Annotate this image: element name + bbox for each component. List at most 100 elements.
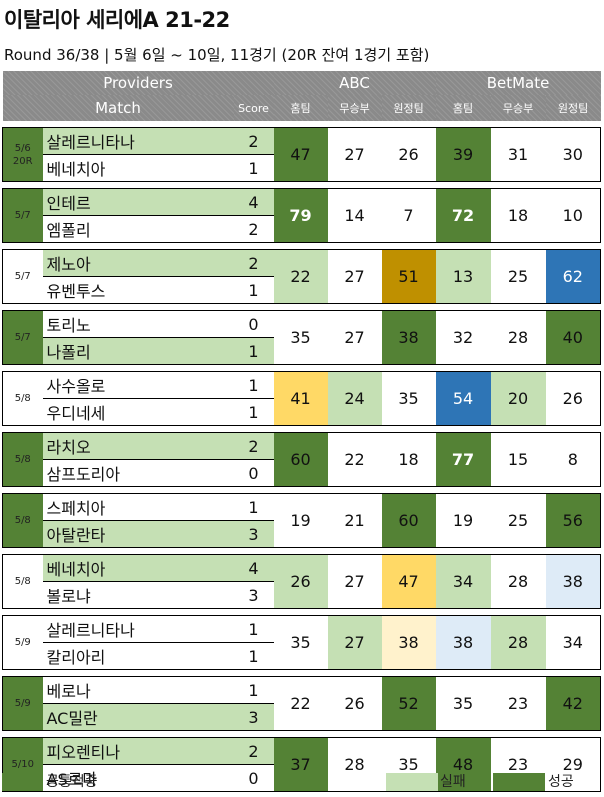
away-team: 베네치아 <box>42 154 234 182</box>
match-row: 5/6 20R 살레르니타나 2 47 27 26 39 31 30 <box>2 127 602 182</box>
abc-away-pct: 51 <box>381 249 436 304</box>
abc-away-pct: 47 <box>381 554 436 609</box>
home-score: 2 <box>233 432 274 460</box>
home-score: 0 <box>233 310 274 338</box>
betmate-home-pct: 34 <box>435 554 491 609</box>
abc-home-pct: 47 <box>273 127 328 182</box>
match-date: 5/8 <box>2 371 43 426</box>
away-team: 나폴리 <box>42 337 234 365</box>
legend-success-swatch <box>493 773 545 791</box>
away-score: 3 <box>233 703 274 731</box>
match-date-text: 5/10 <box>11 759 34 770</box>
match-header: Match <box>2 95 234 121</box>
away-score: 0 <box>233 459 274 487</box>
abc-away-pct: 26 <box>381 127 436 182</box>
abc-away-pct: 60 <box>381 493 436 548</box>
betmate-away-pct: 34 <box>545 615 602 670</box>
betmate-away-pct: 42 <box>545 676 602 731</box>
home-score: 1 <box>233 676 274 704</box>
abc-away-pct: 7 <box>381 188 436 243</box>
match-row: 5/10 피오렌티나 2 37 28 35 48 23 29 <box>2 737 602 792</box>
legend-success-label: 성공 <box>548 774 574 790</box>
abc-home-pct: 22 <box>273 676 328 731</box>
betmate-away-pct: 10 <box>545 188 602 243</box>
match-round-note: 20R <box>12 155 33 167</box>
betmate-away-pct: 30 <box>545 127 602 182</box>
home-score: 4 <box>233 188 274 216</box>
home-score: 1 <box>233 371 274 399</box>
match-row: 5/8 사수올로 1 41 24 35 54 20 26 <box>2 371 602 426</box>
home-team: 라치오 <box>42 432 234 460</box>
betmate-draw-pct: 28 <box>490 554 546 609</box>
betmate-away-pct: 40 <box>545 310 602 365</box>
away-team: 칼리아리 <box>42 642 234 670</box>
abc-draw-pct: 26 <box>327 676 382 731</box>
betmate-home-pct: 39 <box>435 127 491 182</box>
match-row-away: 볼로냐 3 <box>3 581 601 609</box>
legend-common-label: 공통적중 <box>46 774 98 790</box>
abc-draw-pct: 22 <box>327 432 382 487</box>
abc-home-header: 홈팀 <box>273 95 328 121</box>
betmate-home-pct: 54 <box>435 371 491 426</box>
home-team: 피오렌티나 <box>42 737 234 765</box>
abc-home-pct: 60 <box>273 432 328 487</box>
abc-home-pct: 79 <box>273 188 328 243</box>
abc-draw-pct: 21 <box>327 493 382 548</box>
abc-draw-pct: 27 <box>327 127 382 182</box>
match-row-away: 아탈란타 3 <box>3 520 601 548</box>
betmate-home-pct: 19 <box>435 493 491 548</box>
away-team: 삼프도리아 <box>42 459 234 487</box>
betmate-draw-header: 무승부 <box>490 95 546 121</box>
away-score: 1 <box>233 642 274 670</box>
score-header: Score <box>233 95 274 121</box>
away-team: 아탈란타 <box>42 520 234 548</box>
away-score: 2 <box>233 215 274 243</box>
away-team: 우디네세 <box>42 398 234 426</box>
match-date-text: 5/8 <box>14 393 31 404</box>
match-row: 5/8 라치오 2 60 22 18 77 15 8 <box>2 432 602 487</box>
betmate-home-pct: 48 <box>435 737 491 792</box>
abc-away-pct: 18 <box>381 432 436 487</box>
away-score: 1 <box>233 276 274 304</box>
match-row-away: 우디네세 1 <box>3 398 601 426</box>
betmate-away-pct: 38 <box>545 554 602 609</box>
match-date-text: 5/7 <box>14 210 31 221</box>
match-date-text: 5/9 <box>14 698 31 709</box>
betmate-home-pct: 77 <box>435 432 491 487</box>
match-date-text: 5/9 <box>14 637 31 648</box>
betmate-draw-pct: 28 <box>490 615 546 670</box>
away-score: 0 <box>233 764 274 792</box>
betmate-home-header: 홈팀 <box>435 95 491 121</box>
abc-draw-pct: 28 <box>327 737 382 792</box>
away-team: 볼로냐 <box>42 581 234 609</box>
match-row-away: 엠폴리 2 <box>3 215 601 243</box>
abc-home-pct: 41 <box>273 371 328 426</box>
away-score: 3 <box>233 520 274 548</box>
abc-draw-header: 무승부 <box>327 95 382 121</box>
abc-draw-pct: 27 <box>327 249 382 304</box>
match-date: 5/8 <box>2 554 43 609</box>
abc-away-pct: 52 <box>381 676 436 731</box>
home-team: 토리노 <box>42 310 234 338</box>
betmate-away-pct: 29 <box>545 737 602 792</box>
home-score: 2 <box>233 249 274 277</box>
match-date: 5/6 20R <box>2 127 43 182</box>
betmate-away-pct: 26 <box>545 371 602 426</box>
page-title: 이탈리아 세리에A 21-22 <box>4 8 230 32</box>
betmate-home-pct: 72 <box>435 188 491 243</box>
betmate-draw-pct: 18 <box>490 188 546 243</box>
abc-home-pct: 35 <box>273 615 328 670</box>
home-team: 인테르 <box>42 188 234 216</box>
betmate-home-pct: 13 <box>435 249 491 304</box>
home-score: 1 <box>233 493 274 521</box>
match-date-text: 5/8 <box>14 576 31 587</box>
away-score: 1 <box>233 398 274 426</box>
match-row: 5/8 베네치아 4 26 27 47 34 28 38 <box>2 554 602 609</box>
match-date-text: 5/8 <box>14 515 31 526</box>
match-date: 5/9 <box>2 676 43 731</box>
match-row: 5/7 제노아 2 22 27 51 13 25 62 <box>2 249 602 304</box>
match-date-text: 5/6 <box>14 142 31 154</box>
away-team: AC밀란 <box>42 703 234 731</box>
match-date: 5/7 <box>2 310 43 365</box>
away-score: 1 <box>233 337 274 365</box>
